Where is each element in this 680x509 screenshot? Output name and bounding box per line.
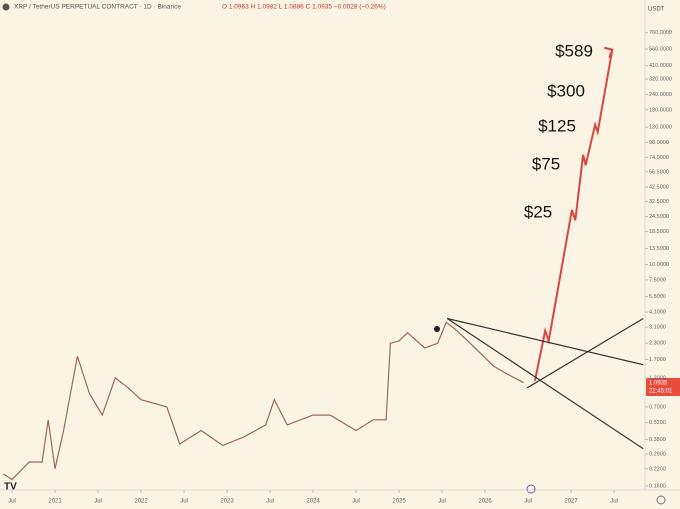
y-tick-label: 24.5000 [649, 214, 669, 220]
ohlc: O 1.0963 H 1.0982 L 1.0886 C 1.0935 −0.0… [222, 4, 386, 11]
symbol-icon [2, 3, 10, 11]
series-line [447, 317, 644, 366]
y-tick-label: 32.5000 [649, 199, 669, 205]
y-tick-label: 3.1000 [649, 325, 666, 331]
y-tick-label: 180.0000 [649, 107, 672, 113]
y-tick-label: 1.7000 [649, 357, 666, 363]
y-tick-label: 240.0000 [649, 92, 672, 98]
y-tick-label: 0.2900 [649, 452, 666, 458]
x-tick-label: Jul [438, 499, 446, 505]
x-tick-label: Jul [94, 499, 102, 505]
y-tick-label: 0.2200 [649, 466, 666, 472]
y-tick-label: 13.5000 [649, 246, 669, 252]
countdown: 22:45:01 [649, 389, 673, 395]
y-tick-label: 7.5000 [649, 277, 666, 283]
y-tick-label: 1.2000 [649, 375, 666, 381]
x-tick-label: Jul [8, 499, 16, 505]
x-tick-label: 2024 [306, 499, 320, 505]
y-tick-label: 10.0000 [649, 262, 669, 268]
x-tick-label: 2027 [564, 499, 578, 505]
y-tick-label: 56.5000 [649, 169, 669, 175]
y-tick-label: 0.3800 [649, 437, 666, 443]
y-tick-label: 74.0000 [649, 155, 669, 161]
x-tick-label: Jul [180, 499, 188, 505]
y-tick-label: 0.7000 [649, 404, 666, 410]
x-tick-label: Jul [266, 499, 274, 505]
price-target: $300 [547, 81, 585, 100]
y-tick-label: 4.1000 [649, 310, 666, 316]
arrow-head [604, 46, 614, 59]
x-tick-label: 2022 [134, 499, 148, 505]
price-tag [646, 378, 680, 396]
y-tick-label: 0.5200 [649, 420, 666, 426]
x-tick-label: Jul [524, 499, 532, 505]
x-tick-label: Jul [610, 499, 618, 505]
y-tick-label: 42.5000 [649, 185, 669, 191]
y-tick-label: 98.0000 [649, 140, 669, 146]
y-tick-label: 0.1600 [649, 483, 666, 489]
y-tick-label: 18.5000 [649, 229, 669, 235]
symbol: XRP / TetherUS PERPETUAL CONTRACT · 1D ·… [14, 4, 181, 11]
y-tick-label: 130.0000 [649, 125, 672, 131]
y-tick-label: 320.0000 [649, 76, 672, 82]
price-target: $589 [555, 41, 593, 60]
series-line [3, 321, 524, 481]
settings-icon[interactable] [656, 495, 666, 505]
y-tick-label: 410.0000 [649, 63, 672, 69]
price-target: $75 [532, 154, 560, 173]
event-marker [526, 484, 536, 494]
x-tick-label: Jul [352, 499, 360, 505]
x-tick-label: 2023 [220, 499, 234, 505]
y-tick-label: 2.3000 [649, 341, 666, 347]
series-line [533, 49, 614, 382]
series-line [446, 318, 644, 450]
x-tick-label: 2025 [392, 499, 406, 505]
y-tick-label: 760.0000 [649, 30, 672, 36]
event-marker [434, 326, 440, 332]
x-tick-label: 2021 [48, 499, 62, 505]
logo: TV [4, 482, 17, 493]
price-tag-text: 1.0935 [649, 381, 668, 387]
series-line [526, 317, 644, 389]
x-tick-label: 2026 [478, 499, 492, 505]
y-tick-label: 5.5000 [649, 294, 666, 300]
y-tick-label: 560.0000 [649, 47, 672, 53]
price-target: $25 [524, 202, 552, 221]
price-target: $125 [538, 116, 576, 135]
currency: USDT [648, 7, 665, 13]
